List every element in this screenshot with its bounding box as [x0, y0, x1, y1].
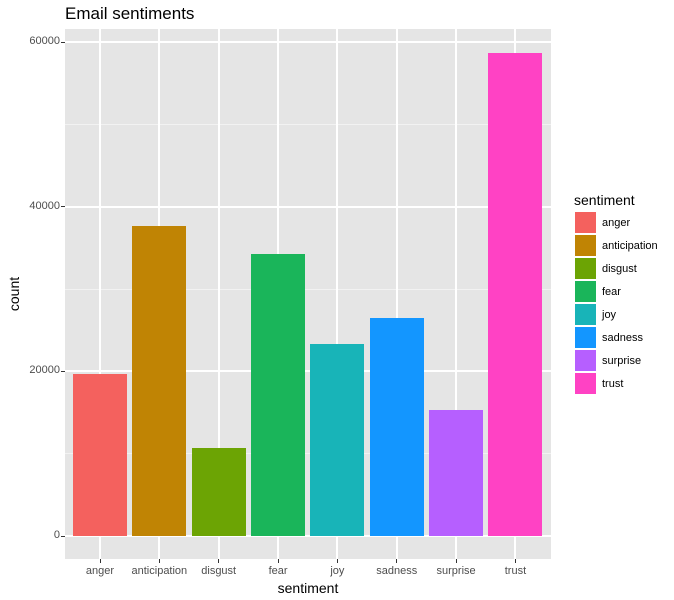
legend-item-trust: trust [574, 372, 658, 395]
y-tick [61, 535, 65, 537]
x-tick [396, 559, 398, 563]
legend-color-swatch [574, 349, 597, 372]
legend-label: disgust [602, 262, 637, 275]
legend-label: trust [602, 377, 624, 390]
x-tick-label: anger [85, 565, 115, 577]
legend-item-anger: anger [574, 211, 658, 234]
y-tick-label: 20000 [29, 364, 60, 377]
x-tick-label: trust [504, 565, 527, 577]
plot-panel [65, 29, 551, 559]
x-tick [455, 559, 457, 563]
bar-anger [73, 373, 127, 536]
legend-label: anticipation [602, 239, 658, 252]
x-tick-label: surprise [436, 565, 476, 577]
legend-item-surprise: surprise [574, 349, 658, 372]
bar-disgust [191, 447, 246, 536]
minor-gridline [65, 288, 551, 290]
major-gridline [65, 370, 551, 373]
legend-item-disgust: disgust [574, 257, 658, 280]
legend-item-anticipation: anticipation [574, 234, 658, 257]
x-tick [99, 559, 101, 563]
legend: sentiment anger anticipation disgust fear jo… [574, 192, 658, 395]
chart-title: Email sentiments [65, 4, 195, 23]
y-tick [61, 206, 65, 208]
vertical-gridline [99, 29, 101, 559]
x-tick [277, 559, 279, 563]
x-tick-label: sadness [376, 565, 418, 577]
legend-color-swatch [574, 211, 597, 234]
vertical-gridline [336, 29, 339, 559]
legend-item-fear: fear [574, 280, 658, 303]
minor-gridline [65, 124, 551, 126]
legend-items: anger anticipation disgust fear joy sadness su… [574, 211, 658, 395]
bar-joy [310, 344, 365, 536]
major-gridline [65, 41, 551, 44]
legend-label: sadness [602, 331, 643, 344]
legend-color-swatch [574, 326, 597, 349]
legend-label: joy [602, 308, 617, 321]
x-tick [218, 559, 220, 563]
x-tick-label: fear [268, 565, 288, 577]
y-tick [61, 370, 65, 372]
legend-color-swatch [574, 257, 597, 280]
y-axis-label: count [6, 276, 22, 312]
legend-color-swatch [574, 372, 597, 395]
x-tick-label: anticipation [131, 565, 188, 577]
y-tick [61, 41, 65, 43]
bar-sadness [369, 317, 424, 536]
vertical-gridline [217, 29, 220, 559]
y-tick-label: 40000 [29, 199, 60, 212]
legend-color-swatch [574, 303, 597, 326]
legend-label: anger [602, 216, 631, 229]
bar-fear [251, 253, 306, 536]
x-tick-label: joy [330, 565, 345, 577]
bar-surprise [429, 410, 484, 536]
y-tick-label: 0 [53, 529, 60, 541]
x-tick [158, 559, 160, 563]
legend-label: surprise [602, 354, 642, 367]
legend-color-swatch [574, 234, 597, 257]
legend-item-sadness: sadness [574, 326, 658, 349]
legend-color-swatch [574, 280, 597, 303]
legend-item-joy: joy [574, 303, 658, 326]
vertical-gridline [395, 29, 398, 559]
legend-label: fear [602, 285, 621, 298]
major-gridline [65, 535, 551, 537]
bar-anticipation [132, 225, 187, 536]
bar-trust [488, 52, 543, 536]
x-tick-label: disgust [201, 565, 237, 577]
major-gridline [65, 205, 551, 208]
x-axis-label: sentiment [277, 580, 339, 596]
x-tick [336, 559, 338, 563]
vertical-gridline [455, 29, 458, 559]
legend-title: sentiment [574, 192, 635, 208]
minor-gridline [65, 453, 551, 455]
y-tick-label: 60000 [29, 35, 60, 48]
x-tick [514, 559, 516, 563]
